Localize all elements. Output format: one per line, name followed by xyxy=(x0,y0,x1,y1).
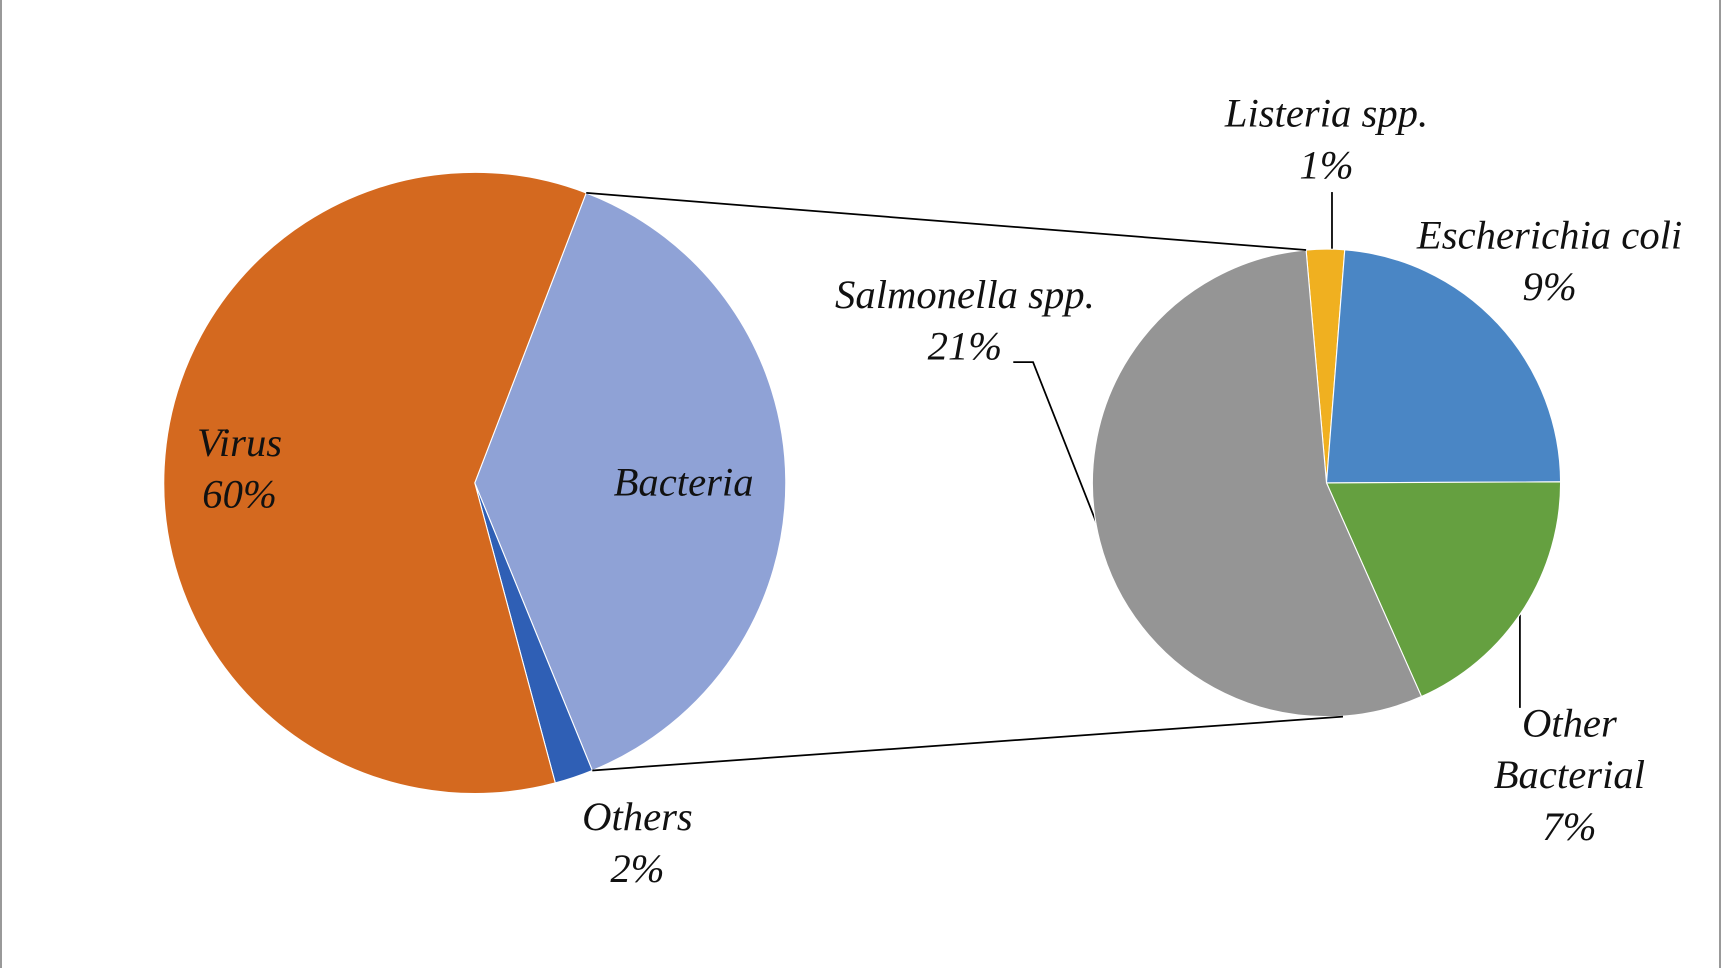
pie-slice xyxy=(1325,249,1562,484)
category-label: Others xyxy=(582,794,693,839)
connector-line xyxy=(592,715,1344,772)
category-label: Other Bacterial xyxy=(1494,701,1645,798)
category-label: Listeria spp. xyxy=(1224,91,1428,136)
category-label: Salmonella spp. xyxy=(835,272,1095,317)
pie-slice xyxy=(474,192,787,772)
label-line: Bacterial xyxy=(1494,753,1645,798)
leader-line xyxy=(1013,361,1104,539)
value-label: 7% xyxy=(1542,804,1596,849)
category-label: Bacteria xyxy=(614,460,754,505)
pie-slice xyxy=(1325,481,1562,698)
pie-slice xyxy=(163,171,587,794)
category-label: Escherichia coli xyxy=(1416,213,1682,258)
value-label: 60% xyxy=(202,472,277,517)
connector-line xyxy=(586,192,1307,251)
label-line: Other xyxy=(1522,701,1617,746)
value-label: 21% xyxy=(928,323,1003,368)
plot: Bacteria Others 2% Virus 60% Listeria spp. 1% E… xyxy=(163,91,1682,891)
category-label: Virus xyxy=(197,420,282,465)
value-label: 1% xyxy=(1299,142,1353,187)
value-label: 9% xyxy=(1522,264,1576,309)
value-label: 2% xyxy=(610,846,664,891)
pie-slice xyxy=(1091,249,1423,718)
